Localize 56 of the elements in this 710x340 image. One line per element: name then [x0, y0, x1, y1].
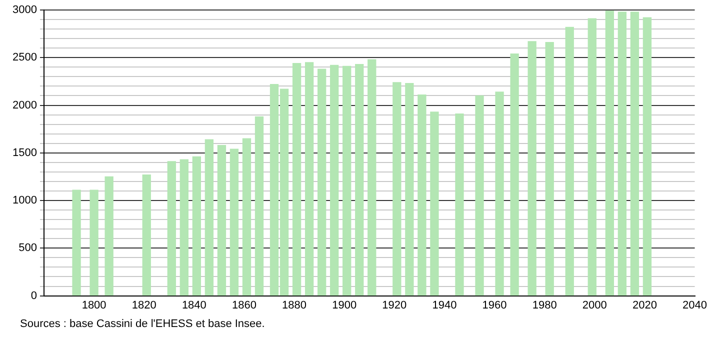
bar	[418, 94, 426, 296]
x-tick-label: 1920	[382, 299, 407, 312]
source-note: Sources : base Cassini de l'EHESS et base Insee.	[20, 318, 265, 330]
y-tick-label: 1000	[12, 194, 37, 207]
bar	[90, 190, 98, 296]
bar	[455, 114, 464, 296]
x-tick-label: 1940	[432, 299, 457, 312]
x-tick-label: 1880	[282, 299, 307, 312]
bar	[192, 156, 202, 296]
y-tick-label: 1500	[12, 146, 37, 159]
x-tick-label: 1980	[532, 299, 557, 312]
x-tick-label: 2040	[682, 299, 708, 312]
bar	[72, 190, 81, 296]
bar	[342, 66, 352, 296]
bar	[355, 64, 364, 296]
bar	[368, 59, 376, 296]
bar	[317, 68, 326, 296]
bar	[142, 174, 151, 296]
x-tick-label: 1840	[182, 299, 206, 312]
bar	[528, 41, 536, 296]
bar	[642, 17, 652, 296]
bar	[495, 92, 504, 296]
bar	[330, 64, 339, 296]
bar	[618, 12, 627, 296]
bar	[510, 53, 519, 296]
bar	[204, 139, 214, 296]
y-tick-label: 2500	[12, 52, 37, 64]
bar	[254, 116, 264, 296]
bar	[230, 148, 239, 296]
x-tick-label: 1860	[232, 299, 256, 312]
y-tick-label: 2000	[12, 99, 37, 112]
bar	[180, 159, 188, 296]
x-tick-label: 1960	[482, 299, 507, 312]
bar	[104, 176, 114, 296]
bar	[545, 42, 554, 296]
bar	[304, 62, 314, 296]
bar	[167, 161, 176, 296]
bar	[430, 112, 439, 296]
bar	[405, 83, 414, 296]
x-tick-label: 2020	[632, 299, 657, 312]
bar	[630, 12, 640, 296]
bar	[605, 10, 614, 296]
bar	[588, 18, 596, 296]
bar	[242, 138, 252, 296]
bar	[392, 82, 402, 296]
x-tick-label: 1900	[332, 299, 357, 312]
bar	[565, 26, 574, 296]
y-tick-label: 3000	[12, 4, 37, 16]
y-tick-label: 0	[30, 290, 37, 302]
bar	[292, 63, 302, 296]
bar	[217, 144, 226, 296]
bar	[475, 95, 484, 296]
y-tick-label: 500	[18, 242, 37, 254]
x-tick-label: 1820	[132, 299, 156, 312]
x-tick-label: 1800	[82, 299, 106, 312]
x-tick-label: 2000	[582, 299, 607, 312]
